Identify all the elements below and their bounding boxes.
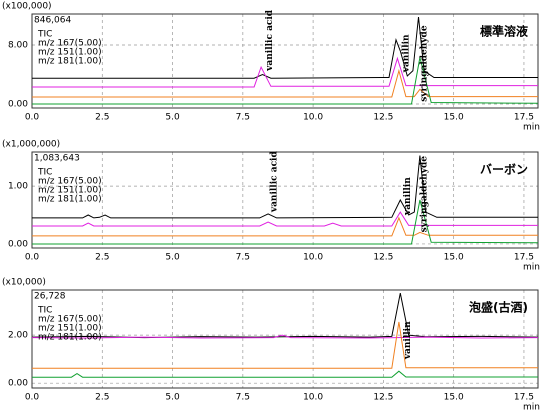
trace-line bbox=[32, 199, 539, 245]
legend-entry: m/z 151(1.00) bbox=[38, 324, 102, 334]
x-tick-label: 5.0 bbox=[165, 113, 180, 123]
legend-entry: m/z 181(1.00) bbox=[38, 333, 102, 343]
trace-line bbox=[32, 56, 538, 88]
x-tick-label: 15.0 bbox=[444, 113, 464, 123]
legend-entry: m/z 151(1.00) bbox=[38, 48, 102, 58]
peak-label: syringaldehyde bbox=[420, 25, 430, 102]
y-tick-label: 0.00 bbox=[8, 239, 28, 249]
y-tick-label: 0.00 bbox=[8, 100, 28, 110]
sample-title: 標準溶液 bbox=[480, 24, 528, 39]
max-label: 846,064 bbox=[34, 16, 71, 26]
peak-label: syringaldehyde bbox=[420, 156, 430, 233]
trace-line bbox=[31, 293, 539, 339]
x-tick-label: 17.5 bbox=[514, 113, 534, 123]
legend-entry: m/z 167(5.00) bbox=[38, 177, 102, 187]
x-tick-label: 15.0 bbox=[444, 253, 464, 263]
x-tick-label: 0.0 bbox=[25, 253, 40, 263]
trace-line bbox=[32, 16, 538, 79]
plot-frame bbox=[31, 151, 539, 249]
x-tick-label: 12.5 bbox=[373, 253, 393, 263]
legend-entry: m/z 167(5.00) bbox=[38, 315, 102, 325]
x-tick-label: 7.5 bbox=[236, 113, 250, 123]
trace-line bbox=[31, 334, 539, 339]
trace-line bbox=[32, 321, 538, 369]
x-tick-label: 17.5 bbox=[514, 253, 534, 263]
x-tick-label: 7.5 bbox=[236, 393, 250, 403]
x-axis-label: min bbox=[523, 123, 540, 133]
peak-label: vanillic acid bbox=[265, 9, 275, 72]
trace-line bbox=[32, 68, 538, 98]
sample-title: 泡盛(古酒) bbox=[469, 300, 528, 315]
trace-line bbox=[32, 211, 538, 227]
legend-entry: TIC bbox=[37, 30, 52, 40]
scale-label: (x1,000,000) bbox=[2, 140, 60, 150]
y-tick-label: 2.00 bbox=[8, 331, 28, 341]
trace-line bbox=[32, 216, 538, 237]
legend-entry: m/z 167(5.00) bbox=[38, 39, 102, 49]
legend-entry: m/z 151(1.00) bbox=[38, 186, 102, 196]
x-tick-label: 2.5 bbox=[95, 393, 109, 403]
x-tick-label: 0.0 bbox=[25, 393, 40, 403]
scale-label: (x10,000) bbox=[2, 278, 46, 288]
max-label: 26,728 bbox=[34, 292, 66, 302]
trace-line bbox=[32, 57, 539, 105]
peak-label: vanillin bbox=[403, 177, 413, 216]
trace-line bbox=[32, 155, 538, 219]
x-tick-label: 15.0 bbox=[444, 393, 464, 403]
x-axis-label: min bbox=[523, 263, 540, 273]
x-tick-label: 10.0 bbox=[303, 393, 323, 403]
x-tick-label: 10.0 bbox=[303, 113, 323, 123]
peak-label: vanillin bbox=[403, 321, 413, 360]
sample-title: バーボン bbox=[480, 162, 528, 177]
peak-label: vanillin bbox=[401, 34, 411, 73]
plot-frame bbox=[31, 289, 539, 389]
peak-label: vanillic acid bbox=[269, 151, 279, 214]
trace-line bbox=[32, 370, 538, 378]
x-tick-label: 10.0 bbox=[303, 253, 323, 263]
x-tick-label: 12.5 bbox=[373, 113, 393, 123]
x-tick-label: 2.5 bbox=[95, 253, 109, 263]
y-tick-label: 1.00 bbox=[8, 182, 28, 192]
x-tick-label: 12.5 bbox=[373, 393, 393, 403]
legend-entry: m/z 181(1.00) bbox=[38, 195, 102, 205]
x-tick-label: 2.5 bbox=[95, 113, 109, 123]
y-tick-label: 0.00 bbox=[8, 379, 28, 389]
y-tick-label: 8.00 bbox=[8, 40, 28, 50]
x-tick-label: 0.0 bbox=[25, 113, 40, 123]
max-label: 1,083,643 bbox=[34, 154, 80, 164]
x-axis-label: min bbox=[523, 403, 540, 413]
x-tick-label: 7.5 bbox=[236, 253, 250, 263]
x-tick-label: 17.5 bbox=[514, 393, 534, 403]
plot-frame bbox=[31, 13, 539, 109]
legend-entry: TIC bbox=[37, 306, 52, 316]
legend-entry: TIC bbox=[37, 168, 52, 178]
x-tick-label: 5.0 bbox=[165, 393, 180, 403]
legend-entry: m/z 181(1.00) bbox=[38, 57, 102, 67]
x-tick-label: 5.0 bbox=[165, 253, 180, 263]
scale-label: (x100,000) bbox=[2, 2, 52, 12]
